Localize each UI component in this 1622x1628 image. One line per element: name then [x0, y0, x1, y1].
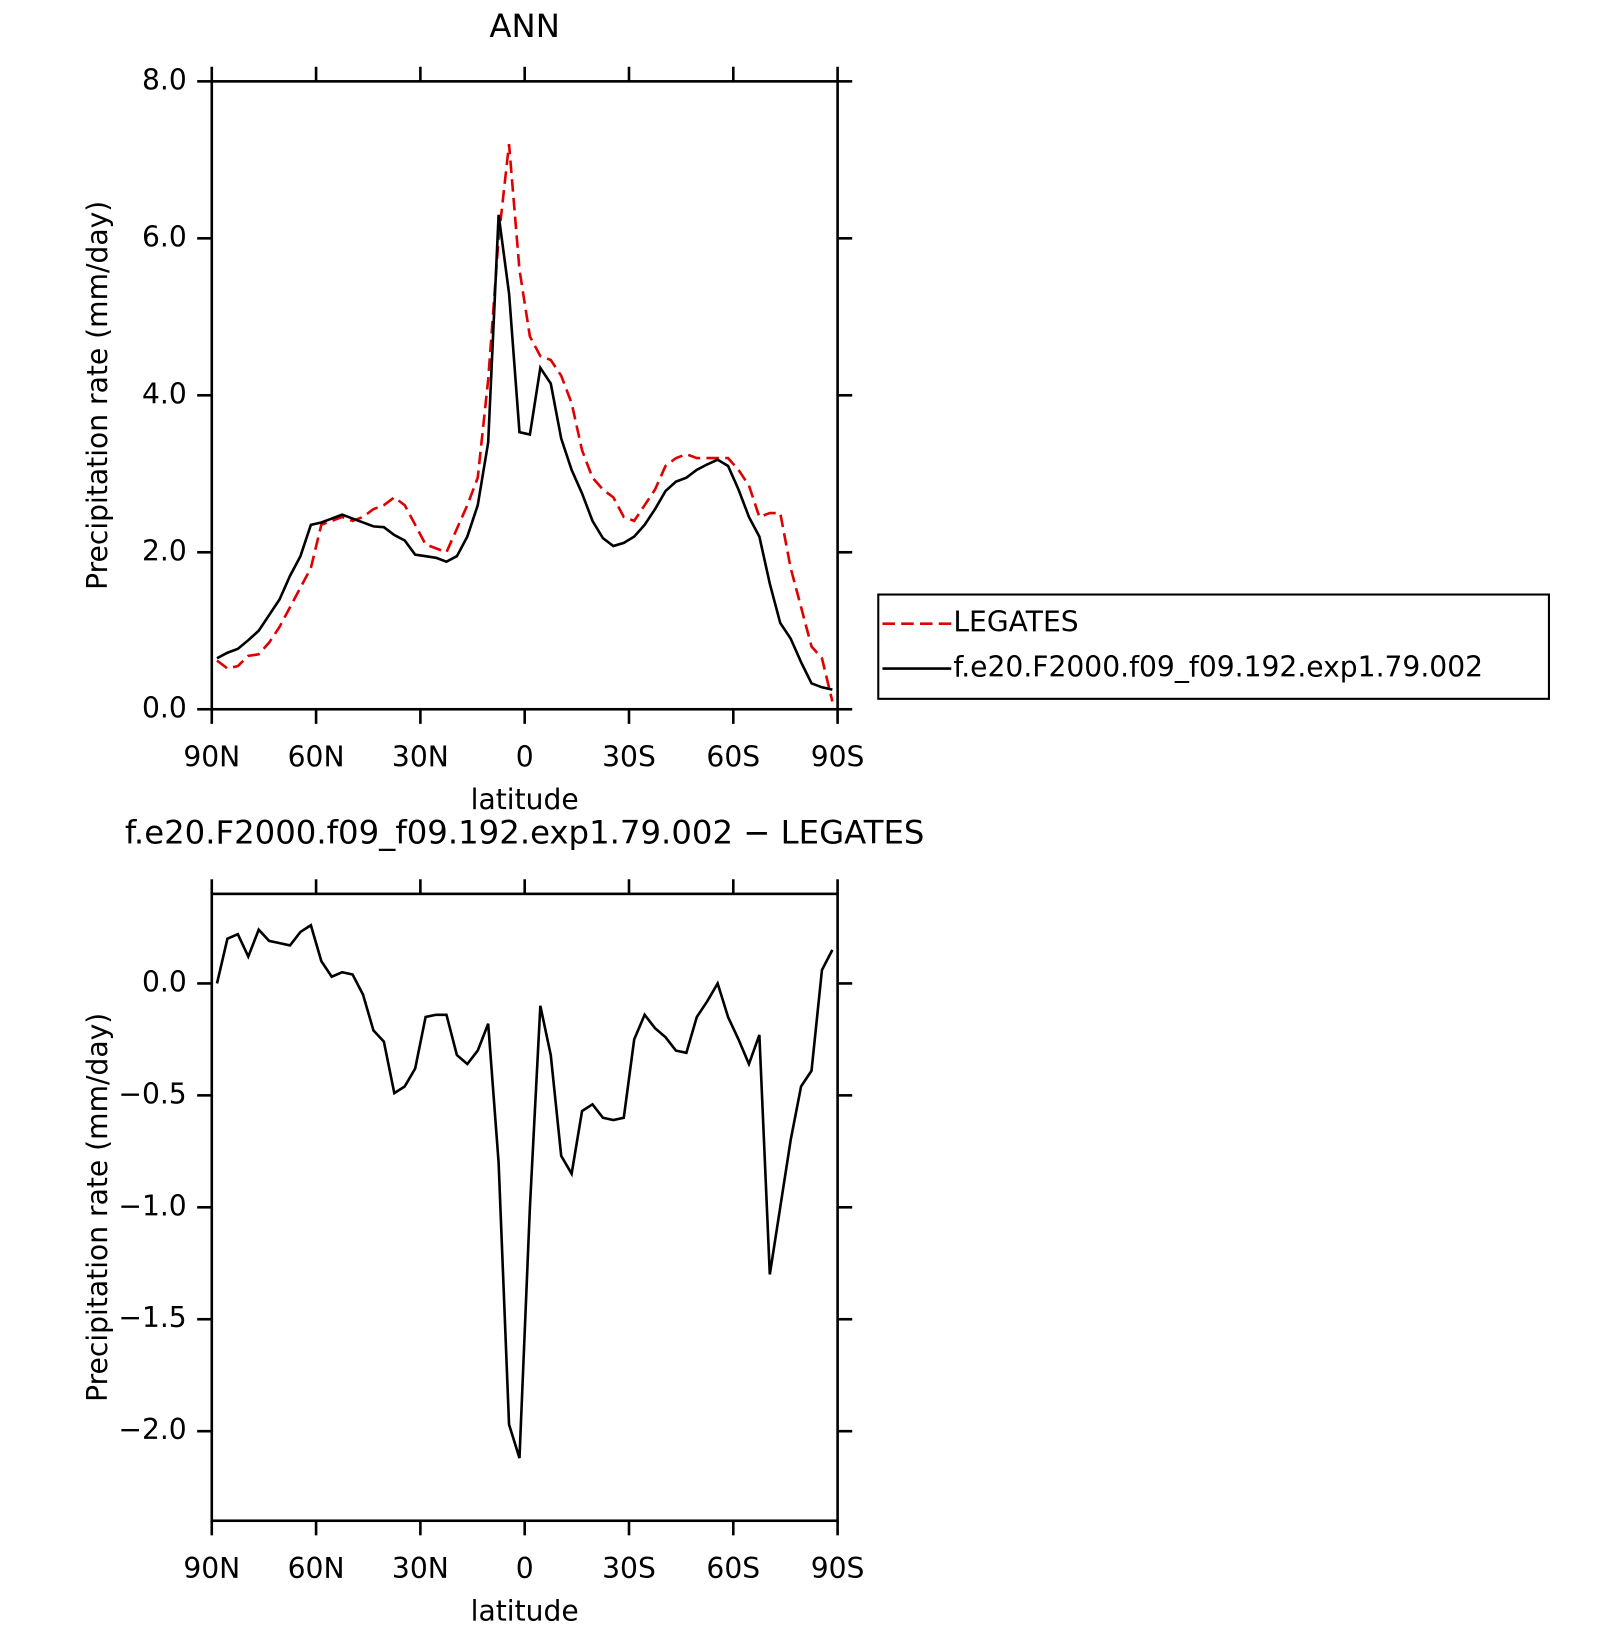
x-axis-label: latitude [471, 1595, 579, 1624]
x-tick-label: 30S [602, 740, 656, 773]
line [216, 144, 834, 702]
y-tick-label: −2.0 [118, 1413, 186, 1446]
y-tick-label: 2.0 [142, 534, 187, 567]
legend-box [877, 593, 1550, 700]
legend-label: f.e20.F2000.f09_f09.192.exp1.79.002 [953, 651, 1483, 684]
line [216, 214, 833, 691]
chart-title: ANN [489, 7, 559, 45]
y-tick-label: 8.0 [142, 63, 187, 96]
y-tick-label: 0.0 [142, 691, 187, 724]
y-tick-label: −1.0 [118, 1189, 186, 1222]
x-tick-label: 90S [811, 1552, 865, 1585]
x-tick-label: 60N [288, 740, 345, 773]
x-tick-label: 60N [288, 1552, 345, 1585]
x-tick-label: 30N [392, 740, 449, 773]
line [215, 923, 834, 1459]
x-axis-label: latitude [471, 783, 579, 816]
y-tick-label: −0.5 [118, 1077, 186, 1110]
y-tick-label: 0.0 [142, 965, 187, 998]
plot-frame [210, 892, 839, 1523]
x-tick-label: 90N [183, 1552, 240, 1585]
y-tick-label: 4.0 [142, 377, 187, 410]
plot-frame [210, 80, 839, 711]
x-tick-label: 60S [706, 740, 760, 773]
x-tick-label: 0 [516, 740, 534, 773]
x-tick-label: 90S [811, 740, 865, 773]
x-tick-label: 90N [183, 740, 240, 773]
y-axis-label: Precipitation rate (mm/day) [81, 201, 114, 590]
legend-label: LEGATES [953, 606, 1078, 639]
chart-title: f.e20.F2000.f09_f09.192.exp1.79.002 − LE… [125, 813, 925, 851]
y-tick-label: 6.0 [142, 220, 187, 253]
x-tick-label: 30S [602, 1552, 656, 1585]
x-tick-label: 60S [706, 1552, 760, 1585]
x-tick-label: 0 [516, 1552, 534, 1585]
x-tick-label: 30N [392, 1552, 449, 1585]
y-tick-label: −1.5 [118, 1301, 186, 1334]
y-axis-label: Precipitation rate (mm/day) [81, 1013, 114, 1402]
